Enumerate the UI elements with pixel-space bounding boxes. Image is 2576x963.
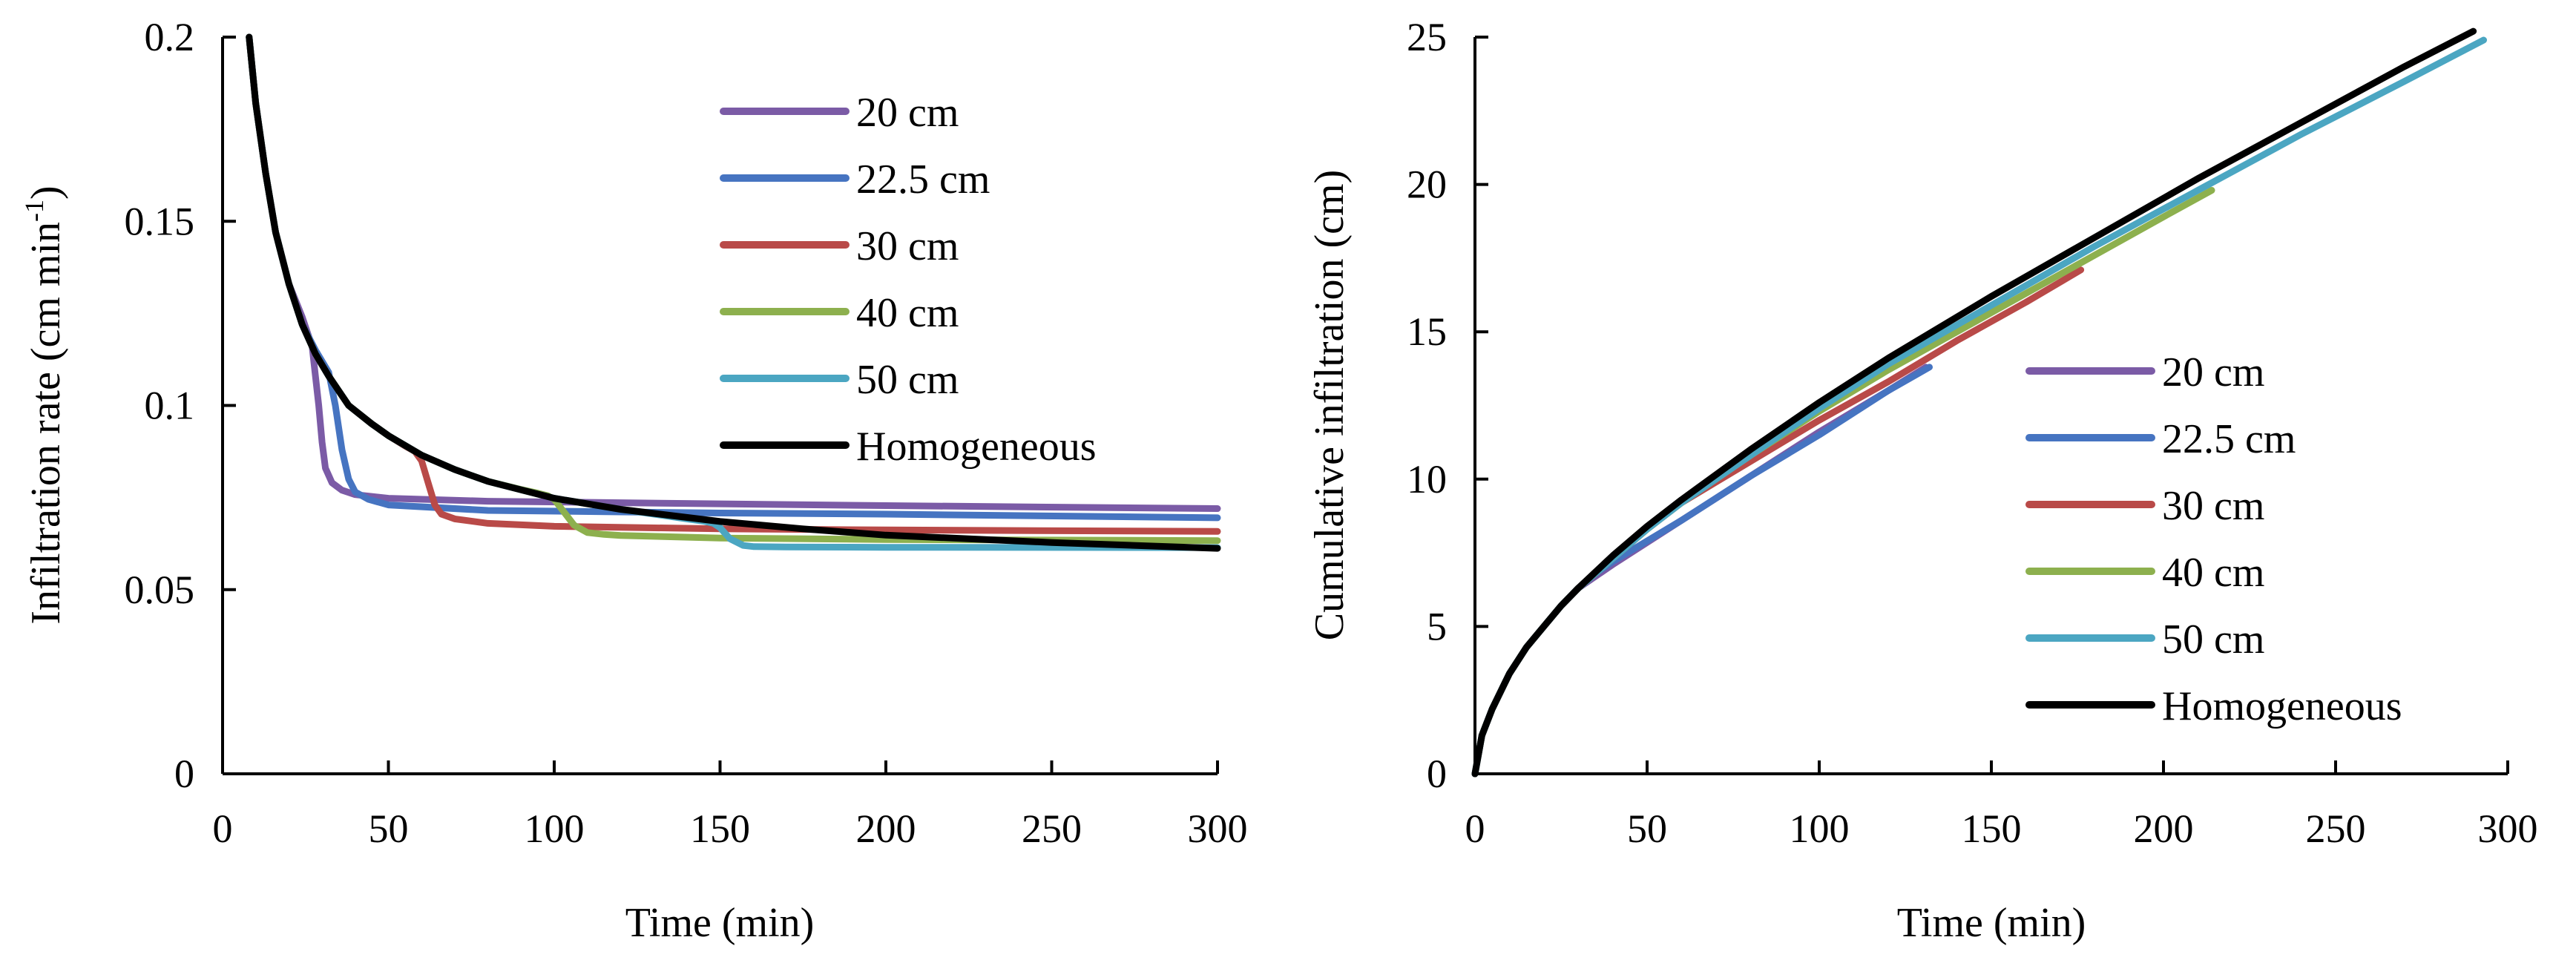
cumulative-infiltration-x-tick-label: 100 — [1790, 806, 1850, 851]
cumulative-infiltration-series-line-50-cm — [1471, 36, 2487, 778]
infiltration-rate-y-ticks: 0 0.05 0.1 0.15 0.2 — [125, 15, 236, 796]
cumulative-infiltration-x-tick-label: 250 — [2306, 806, 2366, 851]
cumulative-infiltration-series-line-homogeneous — [1471, 27, 2477, 778]
cumulative-infiltration-plot-area — [1471, 27, 2487, 778]
cumulative-infiltration-x-tick-label: 200 — [2134, 806, 2194, 851]
cumulative-infiltration-series-line-30-cm — [1471, 266, 2085, 778]
cumulative-infiltration-x-tick-label: 50 — [1627, 806, 1667, 851]
infiltration-rate-x-tick-label: 0 — [213, 806, 233, 851]
cumulative-infiltration-x-tick-label: 300 — [2478, 806, 2538, 851]
cumulative-infiltration-x-tick-label: 150 — [1962, 806, 2022, 851]
cumulative-infiltration-legend: 20 cm 22.5 cm 30 cm 40 cm 50 cm Homogeneous — [2025, 349, 2402, 729]
infiltration-rate-x-tick-label: 50 — [369, 806, 409, 851]
infiltration-rate-series-line-homogeneous — [246, 33, 1221, 552]
cumulative-infiltration-legend-label-20-cm: 20 cm — [2162, 349, 2264, 395]
cumulative-infiltration-legend-label-homogeneous: Homogeneous — [2162, 683, 2402, 729]
infiltration-rate-y-tick-label: 0 — [174, 752, 194, 796]
cumulative-infiltration-series-line-20-cm — [1471, 364, 1930, 778]
infiltration-rate-y-title-main: Infiltration rate (cm min — [23, 222, 69, 625]
infiltration-rate-x-ticks: 0 50 100 150 200 250 300 — [213, 760, 1248, 851]
cumulative-infiltration-series-line-22-5-cm — [1471, 364, 1933, 778]
cumulative-infiltration-legend-label-50-cm: 50 cm — [2162, 617, 2264, 663]
cumulative-infiltration-y-tick-label: 10 — [1407, 457, 1447, 502]
cumulative-infiltration-chart: 0 50 100 150 200 250 300 0 5 10 15 20 25 Time (min)… — [1307, 15, 2538, 946]
infiltration-rate-y-axis-title: Infiltration rate (cm min-1) — [19, 185, 69, 624]
infiltration-rate-legend-label-40-cm: 40 cm — [856, 290, 959, 336]
infiltration-rate-legend: 20 cm 22.5 cm 30 cm 40 cm 50 cm Homogeneous — [720, 90, 1097, 470]
cumulative-infiltration-y-tick-label: 0 — [1427, 752, 1447, 796]
infiltration-rate-series-group — [246, 33, 1221, 552]
infiltration-rate-y-tick-label: 0.1 — [145, 384, 195, 428]
infiltration-rate-plot-area — [246, 33, 1221, 552]
cumulative-infiltration-y-tick-label: 20 — [1407, 162, 1447, 207]
cumulative-infiltration-y-tick-label: 5 — [1427, 604, 1447, 648]
cumulative-infiltration-y-tick-label: 25 — [1407, 15, 1447, 59]
cumulative-infiltration-y-axis-title: Cumulative infiltration (cm) — [1307, 170, 1353, 641]
cumulative-infiltration-x-ticks: 0 50 100 150 200 250 300 — [1465, 760, 2538, 851]
cumulative-infiltration-legend-label-40-cm: 40 cm — [2162, 550, 2264, 596]
cumulative-infiltration-legend-label-22-5-cm: 22.5 cm — [2162, 416, 2296, 462]
infiltration-rate-y-tick-label: 0.05 — [125, 568, 195, 612]
cumulative-infiltration-x-axis-title: Time (min) — [1897, 900, 2086, 946]
cumulative-infiltration-x-tick-label: 0 — [1465, 806, 1485, 851]
infiltration-rate-legend-label-homogeneous: Homogeneous — [856, 424, 1097, 470]
cumulative-infiltration-y-tick-label: 15 — [1407, 309, 1447, 354]
infiltration-rate-chart: 0 50 100 150 200 250 300 0 0.05 0.1 0.15 0.2 Time … — [19, 15, 1248, 946]
infiltration-rate-legend-label-20-cm: 20 cm — [856, 90, 959, 136]
infiltration-rate-legend-label-30-cm: 30 cm — [856, 223, 959, 269]
cumulative-infiltration-series-line-40-cm — [1471, 187, 2215, 778]
infiltration-rate-legend-label-22-5-cm: 22.5 cm — [856, 157, 990, 203]
infiltration-rate-x-tick-label: 300 — [1188, 806, 1248, 851]
infiltration-rate-y-tick-label: 0.2 — [145, 15, 195, 59]
infiltration-rate-y-tick-label: 0.15 — [125, 199, 195, 243]
infiltration-rate-x-tick-label: 150 — [690, 806, 750, 851]
infiltration-rate-x-tick-label: 100 — [525, 806, 585, 851]
cumulative-infiltration-y-ticks: 0 5 10 15 20 25 — [1407, 15, 1488, 796]
cumulative-infiltration-series-group — [1471, 27, 2487, 778]
infiltration-rate-x-axis-title: Time (min) — [625, 900, 815, 946]
infiltration-rate-x-tick-label: 250 — [1022, 806, 1082, 851]
infiltration-rate-y-title-sup: -1 — [19, 200, 49, 222]
infiltration-rate-x-tick-label: 200 — [856, 806, 916, 851]
infiltration-rate-legend-label-50-cm: 50 cm — [856, 357, 959, 403]
cumulative-infiltration-legend-label-30-cm: 30 cm — [2162, 483, 2264, 529]
infiltration-rate-y-title-end: ) — [23, 185, 69, 200]
